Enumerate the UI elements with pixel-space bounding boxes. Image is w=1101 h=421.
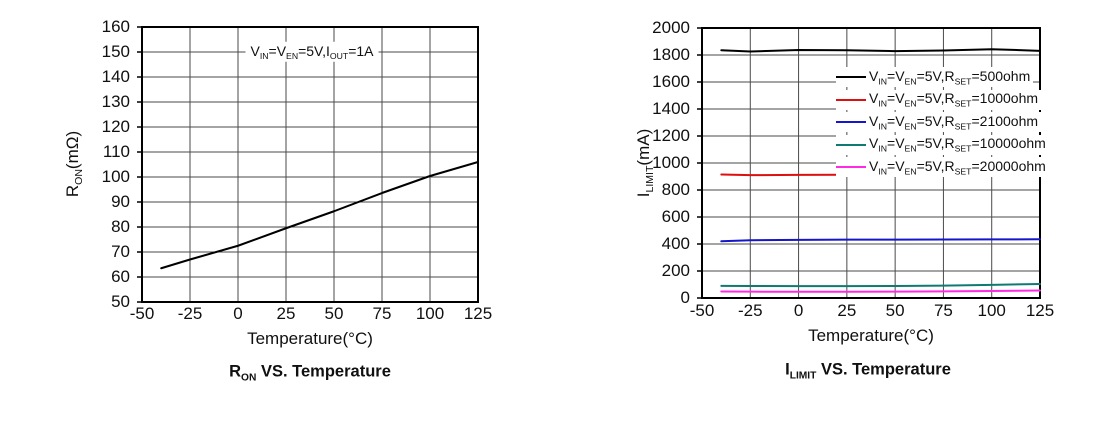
legend-label: VIN=VEN=5V,RSET=20000ohm (869, 157, 1046, 177)
series-line-0 (160, 161, 479, 270)
x-tick-label: 125 (1025, 301, 1055, 320)
y-tick-label: 800 (661, 180, 690, 199)
y-tick-label: 80 (111, 217, 130, 236)
y-tick-label: 90 (111, 192, 130, 211)
series-line-0 (720, 48, 1041, 53)
x-tick-label: -50 (689, 301, 715, 320)
y-tick-label: 120 (101, 117, 130, 136)
y-tick-label: 1800 (652, 45, 690, 64)
x-tick-label: 100 (977, 301, 1006, 320)
legend-item: VIN=VEN=5V,RSET=20000ohm (836, 157, 1049, 177)
legend-line-swatch-icon (836, 76, 866, 78)
y-tick-label: 60 (111, 267, 130, 286)
y-tick-label: 130 (101, 92, 130, 111)
x-tick-label: -25 (737, 301, 763, 320)
y-tick-label: 1000 (652, 153, 690, 172)
x-tick-label: 25 (837, 301, 857, 320)
x-tick-label: 125 (463, 304, 493, 323)
legend-item: VIN=VEN=5V,RSET=2100ohm (836, 112, 1042, 132)
legend-label: VIN=VEN=5V,RSET=500ohm (869, 67, 1031, 87)
y-tick-label: 70 (111, 242, 130, 261)
x-tick-label: 50 (885, 301, 905, 320)
x-tick-label: 100 (415, 304, 445, 323)
x-axis-title: Temperature(°C) (808, 326, 934, 345)
y-tick-label: 140 (101, 67, 130, 86)
x-tick-label: 50 (324, 304, 344, 323)
y-tick-label: 160 (101, 17, 130, 36)
x-tick-label: 0 (233, 304, 243, 323)
y-tick-label: 100 (101, 167, 130, 186)
series-line-3 (720, 282, 1041, 288)
legend-line-swatch-icon (836, 121, 866, 123)
y-tick-label: 400 (661, 234, 690, 253)
y-tick-label: 1400 (652, 99, 690, 118)
y-tick-label: 600 (661, 207, 690, 226)
legend-item: VIN=VEN=5V,RSET=500ohm (836, 67, 1034, 87)
x-tick-label: 25 (276, 304, 296, 323)
x-tick-label: 75 (372, 304, 392, 323)
y-tick-label: 1200 (652, 126, 690, 145)
x-tick-label: 75 (933, 301, 953, 320)
x-tick-label: 0 (793, 301, 804, 320)
chart-title: RON VS. Temperature (229, 362, 391, 384)
ron-plot-svg (137, 26, 479, 303)
series-line-2 (720, 238, 1041, 243)
y-tick-label: 1600 (652, 72, 690, 91)
conditions-annotation: VIN=VEN=5V,IOUT=1A (245, 41, 379, 63)
legend-line-swatch-icon (836, 166, 866, 168)
chart-title: ILIMIT VS. Temperature (785, 360, 951, 382)
y-tick-label: 200 (661, 261, 690, 280)
legend-label: VIN=VEN=5V,RSET=1000ohm (869, 90, 1039, 109)
legend-line-swatch-icon (836, 143, 866, 146)
y-tick-label: 150 (101, 42, 130, 61)
y-tick-label: 110 (102, 142, 130, 161)
series-line-4 (720, 289, 1041, 293)
y-tick-label: 50 (111, 292, 130, 311)
y-tick-label: 2000 (652, 18, 690, 37)
legend-item: VIN=VEN=5V,RSET=1000ohm (836, 89, 1042, 110)
legend-line-swatch-icon (836, 98, 866, 101)
x-tick-label: -50 (129, 304, 155, 323)
x-axis-title: Temperature(°C) (247, 329, 373, 348)
legend-label: VIN=VEN=5V,RSET=2100ohm (869, 112, 1039, 132)
legend-item: VIN=VEN=5V,RSET=10000ohm (836, 134, 1049, 155)
y-tick-label: 0 (680, 288, 690, 307)
legend-label: VIN=VEN=5V,RSET=10000ohm (869, 135, 1046, 154)
y-axis-title: ILIMIT(mA) (633, 128, 657, 198)
x-tick-label: -25 (177, 304, 203, 323)
